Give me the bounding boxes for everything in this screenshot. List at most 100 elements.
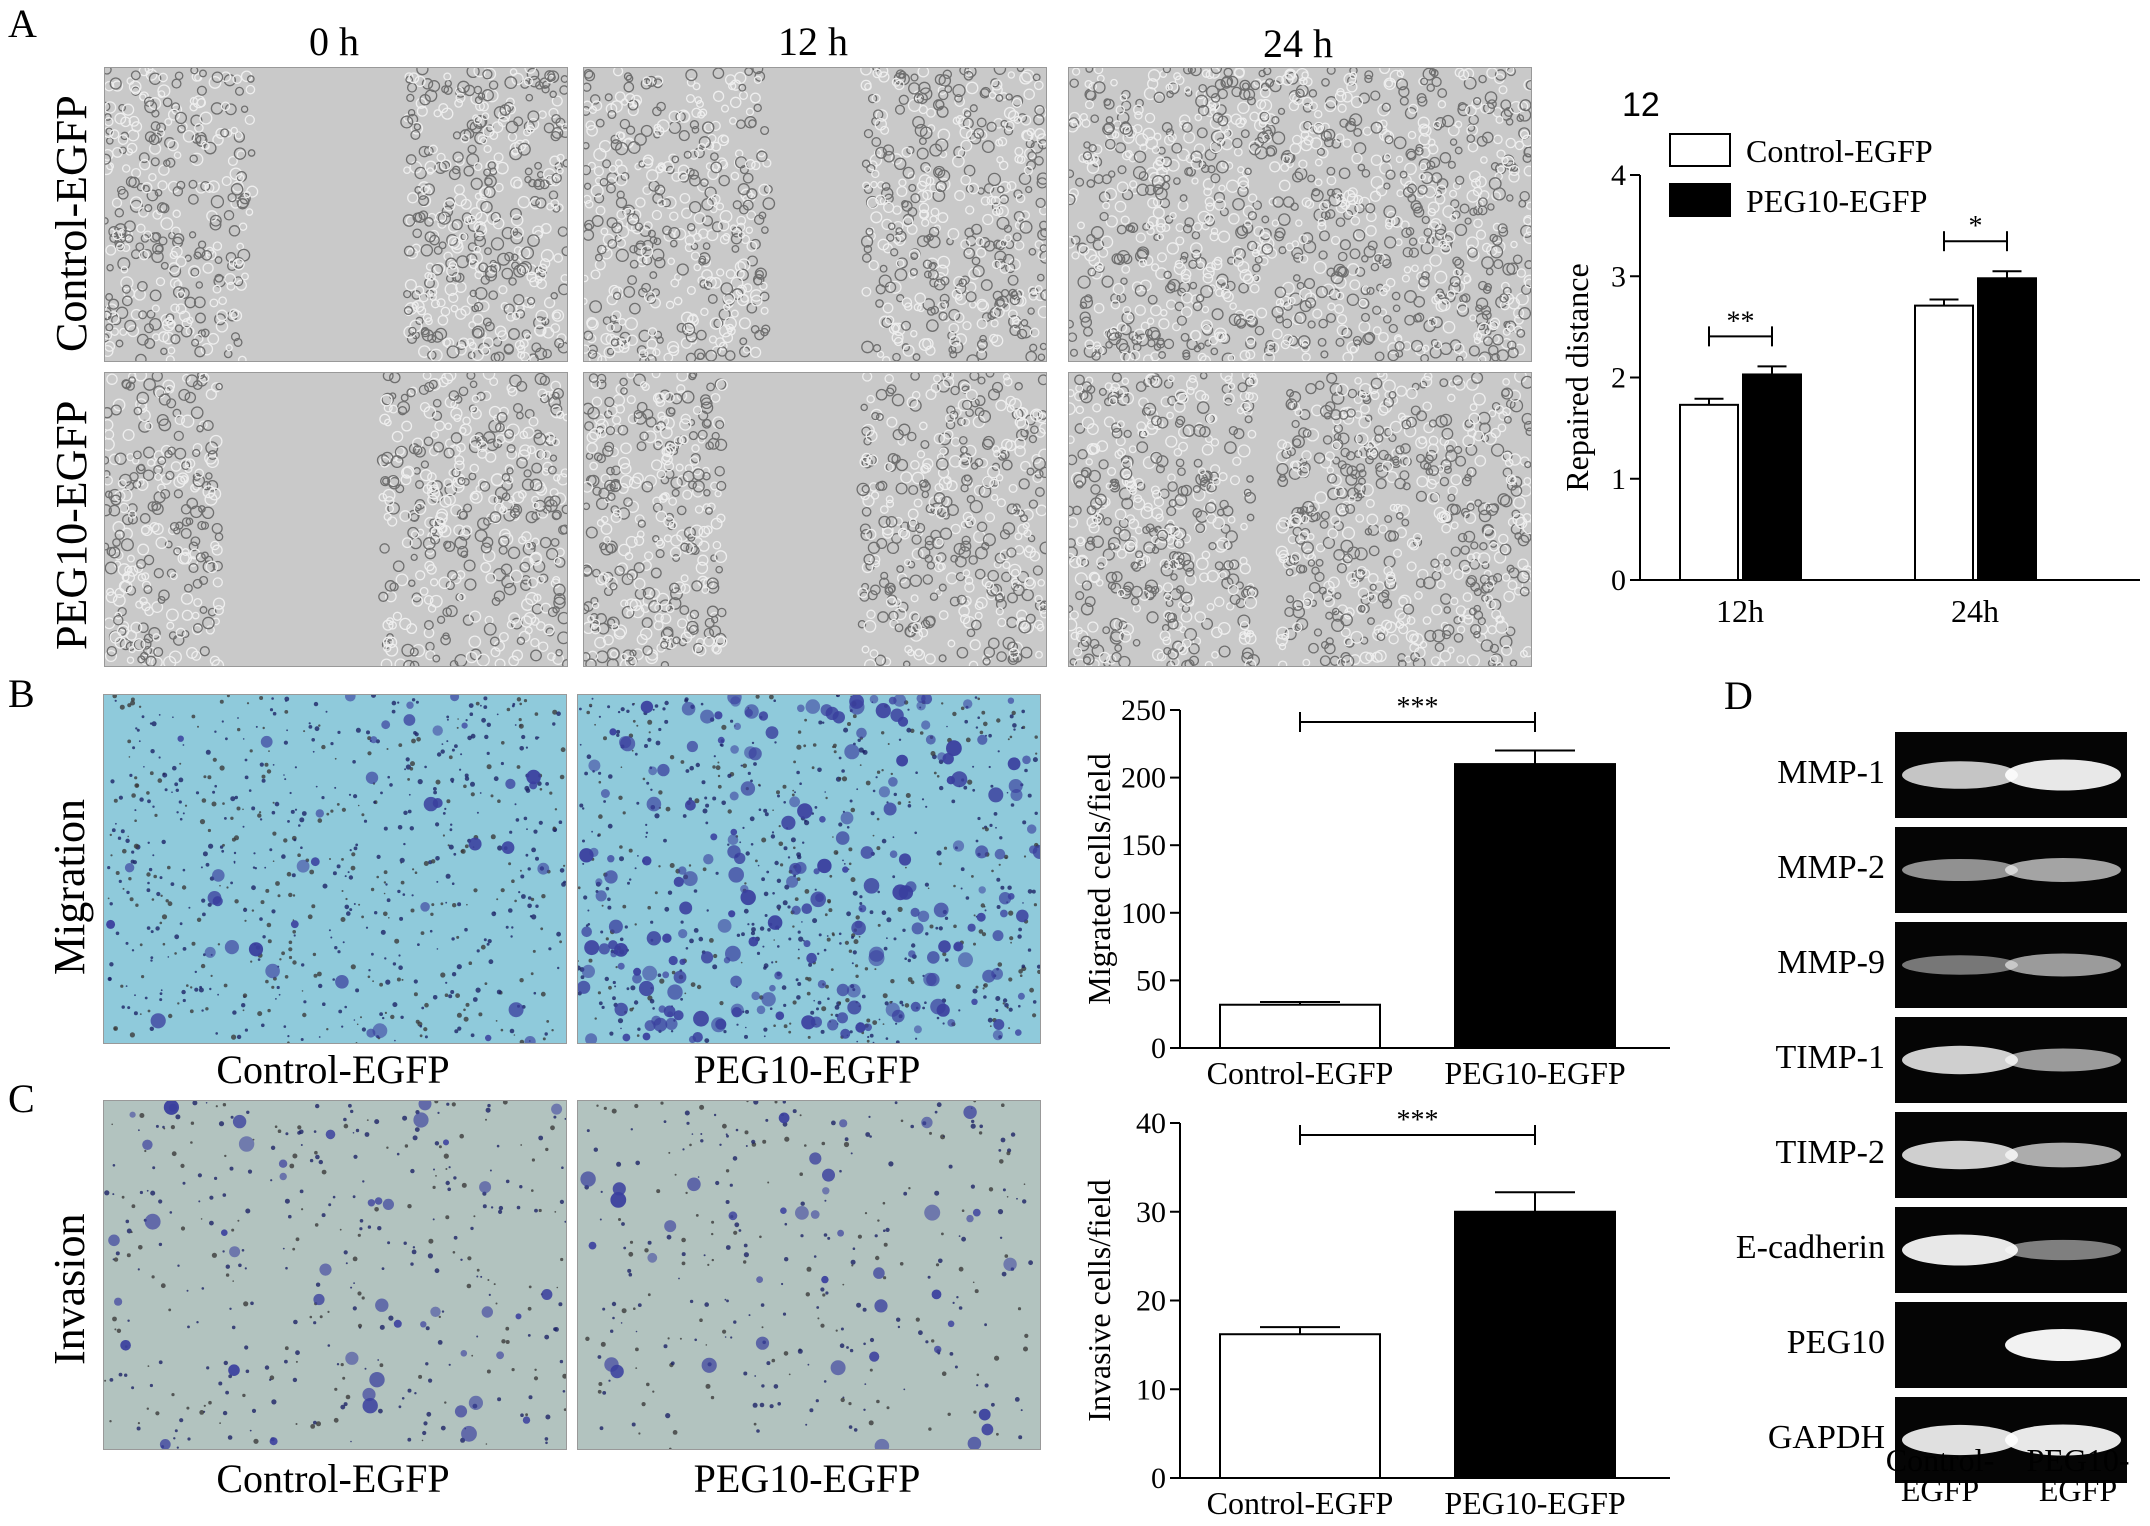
band-label-gapdh: GAPDH	[1767, 1419, 1885, 1456]
x-category-label: PEG10-EGFP	[1444, 1485, 1625, 1521]
column-header-24h: 24 h	[1263, 21, 1333, 66]
y-tick-label: 150	[1121, 829, 1166, 862]
blot-strip-mmp-2	[1895, 827, 2127, 913]
significance-label: **	[1727, 306, 1755, 337]
x-category-label: Control-EGFP	[1207, 1485, 1394, 1521]
blot-band	[2005, 1329, 2121, 1361]
invasion-label-control: Control-EGFP	[216, 1456, 450, 1501]
blot-band	[2005, 1239, 2121, 1261]
wound-image-control-12h	[583, 67, 1047, 362]
bar-24h-0	[1914, 304, 1974, 582]
wound-image-peg10-24h	[1068, 372, 1532, 667]
y-tick-label: 40	[1136, 1107, 1166, 1140]
significance-label: *	[1969, 211, 1983, 242]
bar-Control-EGFP	[1219, 1333, 1381, 1479]
blot-strip-mmp-9	[1895, 922, 2127, 1008]
row-label-peg10-egfp: PEG10-EGFP	[47, 400, 96, 650]
blot-strip-gapdh	[1895, 1397, 2127, 1483]
bar-PEG10-EGFP	[1454, 1210, 1616, 1479]
chart-badge: 12	[1622, 86, 1660, 124]
migration-image-peg10	[577, 694, 1041, 1044]
blot-band	[1902, 955, 2018, 975]
blot-strip-e-cadherin	[1895, 1207, 2127, 1293]
blot-strip-timp-1	[1895, 1017, 2127, 1103]
y-tick-label: 50	[1136, 964, 1166, 997]
y-tick-label: 2	[1611, 362, 1626, 395]
blot-band	[1902, 1045, 2018, 1075]
row-label-migration: Migration	[45, 799, 94, 975]
legend-label: Control-EGFP	[1746, 133, 1933, 169]
bar-12h-0	[1679, 403, 1739, 581]
lane-label-control-line1: Control-	[1885, 1442, 1995, 1478]
y-tick-label: 0	[1151, 1032, 1166, 1065]
x-category-label: Control-EGFP	[1207, 1055, 1394, 1091]
invasion-label-peg10: PEG10-EGFP	[693, 1456, 921, 1501]
y-tick-label: 0	[1611, 564, 1626, 597]
legend-swatch	[1669, 183, 1731, 217]
y-tick-label: 20	[1136, 1285, 1166, 1318]
invasion-image-control	[103, 1100, 567, 1450]
legend-label: PEG10-EGFP	[1746, 183, 1927, 219]
blot-band	[2005, 1142, 2121, 1168]
lane-label-control-line2: EGFP	[1900, 1472, 1980, 1508]
panel-letter-d: D	[1724, 673, 1753, 718]
band-label-timp-2: TIMP-2	[1775, 1134, 1885, 1171]
x-category-label: PEG10-EGFP	[1444, 1055, 1625, 1091]
y-axis-label: Repaired distance	[1559, 263, 1595, 491]
blot-band	[2005, 858, 2121, 882]
band-label-mmp-2: MMP-2	[1777, 849, 1885, 886]
band-label-timp-1: TIMP-1	[1775, 1039, 1885, 1076]
repaired-distance-chart: 0 1 2 3 4 12h ** 24h * Repaired distance Control-E…	[1559, 133, 2140, 629]
y-tick-label: 3	[1611, 260, 1626, 293]
column-header-12h: 12 h	[778, 19, 848, 64]
blot-strip-timp-2	[1895, 1112, 2127, 1198]
lane-label-peg10-line1: PEG10-	[2026, 1442, 2130, 1478]
x-category-label: 24h	[1951, 593, 1999, 629]
panel-letter-c: C	[8, 1076, 35, 1121]
band-label-mmp-1: MMP-1	[1777, 754, 1885, 791]
y-tick-label: 100	[1121, 897, 1166, 930]
wound-image-control-24h	[1068, 67, 1532, 362]
blot-band	[1902, 1140, 2018, 1170]
y-tick-label: 1	[1611, 463, 1626, 496]
significance-label: ***	[1397, 1105, 1439, 1136]
lane-label-peg10-line2: EGFP	[2038, 1472, 2118, 1508]
blot-band	[2005, 953, 2121, 977]
migration-image-control	[103, 694, 567, 1044]
significance-label: ***	[1397, 692, 1439, 723]
invasion-chart: 0 10 20 30 40 Control-EGFP PEG10-EGFP *** Invasi…	[1081, 1105, 1670, 1521]
wound-image-peg10-0h	[104, 372, 568, 667]
band-label-e-cadherin: E-cadherin	[1735, 1229, 1885, 1266]
y-axis-label: Invasive cells/field	[1081, 1179, 1117, 1422]
invasion-image-peg10	[577, 1100, 1041, 1450]
bar-12h-1	[1742, 373, 1802, 581]
blot-strip-peg10	[1895, 1302, 2127, 1388]
migration-label-control: Control-EGFP	[216, 1047, 450, 1092]
y-tick-label: 10	[1136, 1373, 1166, 1406]
blot-strip-mmp-1	[1895, 732, 2127, 818]
migration-label-peg10: PEG10-EGFP	[693, 1047, 921, 1092]
blot-band	[2005, 1424, 2121, 1456]
y-tick-label: 0	[1151, 1462, 1166, 1495]
y-tick-label: 30	[1136, 1196, 1166, 1229]
bar-24h-1	[1977, 277, 2037, 581]
wound-image-control-0h	[104, 67, 568, 362]
y-tick-label: 250	[1121, 694, 1166, 727]
bar-Control-EGFP	[1219, 1003, 1381, 1049]
y-axis-label: Migrated cells/field	[1081, 753, 1117, 1004]
row-label-control-egfp: Control-EGFP	[47, 95, 96, 352]
panel-letter-a: A	[8, 1, 37, 46]
bar-PEG10-EGFP	[1454, 763, 1616, 1050]
blot-band	[2005, 759, 2121, 791]
wound-image-peg10-12h	[583, 372, 1047, 667]
blot-band	[1902, 858, 2018, 882]
y-tick-label: 200	[1121, 762, 1166, 795]
migration-chart: 0 50 100 150 200 250 Control-EGFP PEG10-EGFP ***…	[1081, 692, 1670, 1091]
lane-label-control: Control- EGFP	[1880, 1442, 2000, 1508]
blot-band	[1902, 1234, 2018, 1266]
blot-band	[1902, 761, 2018, 789]
lane-label-peg10: PEG10- EGFP	[2018, 1442, 2138, 1508]
legend-swatch	[1669, 133, 1731, 167]
column-header-0h: 0 h	[309, 19, 359, 64]
band-label-mmp-9: MMP-9	[1777, 944, 1885, 981]
